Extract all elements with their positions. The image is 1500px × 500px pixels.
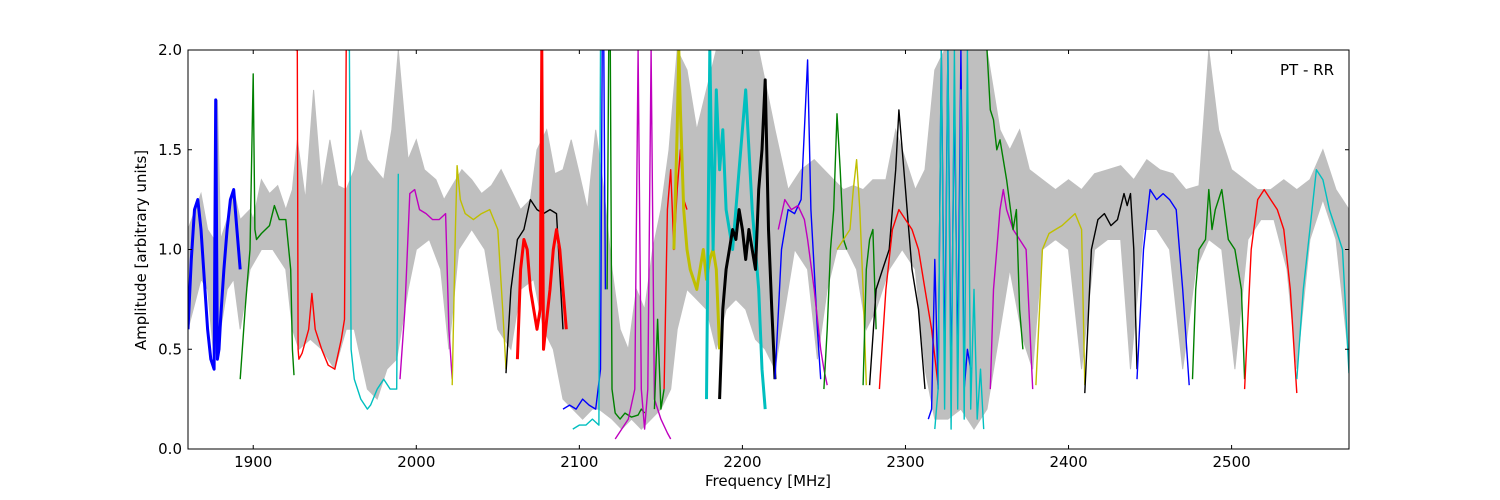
y-tick-label: 2.0 xyxy=(158,41,182,59)
series-line-13 xyxy=(653,318,665,410)
x-tick-label: 2300 xyxy=(886,453,924,471)
series-line-7 xyxy=(505,198,564,374)
series-line-3 xyxy=(295,50,347,370)
y-axis-label: Amplitude [arbitrary units] xyxy=(132,150,150,350)
series-line-5 xyxy=(399,188,453,380)
x-tick-label: 2200 xyxy=(723,453,761,471)
x-axis-label: Frequency [MHz] xyxy=(705,472,831,490)
x-tick-label: 2000 xyxy=(397,453,435,471)
series-line-10 xyxy=(572,50,602,430)
series-line-33 xyxy=(1243,188,1298,394)
y-tick-label: 0.5 xyxy=(158,340,182,358)
annotation-label: PT - RR xyxy=(1280,61,1334,79)
series-line-31 xyxy=(1136,188,1190,386)
series-line-24 xyxy=(878,208,939,390)
x-tick-label: 2100 xyxy=(560,453,598,471)
series-line-9 xyxy=(562,50,607,410)
y-tick-label: 1.0 xyxy=(158,241,182,259)
series-line-15 xyxy=(672,50,722,350)
series-line-11 xyxy=(606,50,646,420)
series-line-21 xyxy=(836,158,867,386)
series-layer xyxy=(188,50,1349,440)
x-tick-label: 1900 xyxy=(234,453,272,471)
series-line-34 xyxy=(1296,168,1349,380)
series-line-22 xyxy=(862,228,877,386)
series-line-29 xyxy=(1035,212,1086,386)
x-tick-label: 2400 xyxy=(1049,453,1087,471)
series-line-17 xyxy=(718,78,777,400)
series-line-2 xyxy=(239,73,295,380)
series-line-16 xyxy=(705,50,767,410)
series-line-30 xyxy=(1084,192,1138,394)
series-line-1 xyxy=(188,98,242,371)
y-axis-ticks: 0.0 0.5 1.0 1.5 2.0 xyxy=(158,41,1349,458)
series-line-20 xyxy=(823,113,848,390)
series-line-4 xyxy=(347,50,399,410)
series-line-6 xyxy=(451,164,507,386)
series-line-26 xyxy=(934,50,985,430)
x-tick-label: 2500 xyxy=(1213,453,1251,471)
series-line-8 xyxy=(515,50,568,360)
x-axis-ticks: 1900 2000 2100 2200 2300 2400 2500 xyxy=(234,50,1251,471)
y-tick-label: 0.0 xyxy=(158,440,182,458)
series-line-27 xyxy=(989,188,1034,390)
series-line-18 xyxy=(774,59,822,380)
y-tick-label: 1.5 xyxy=(158,141,182,159)
series-line-32 xyxy=(1191,188,1246,380)
series-line-19 xyxy=(777,198,828,386)
series-line-12 xyxy=(614,50,672,440)
series-line-23 xyxy=(868,109,926,390)
series-line-28 xyxy=(986,50,1024,350)
